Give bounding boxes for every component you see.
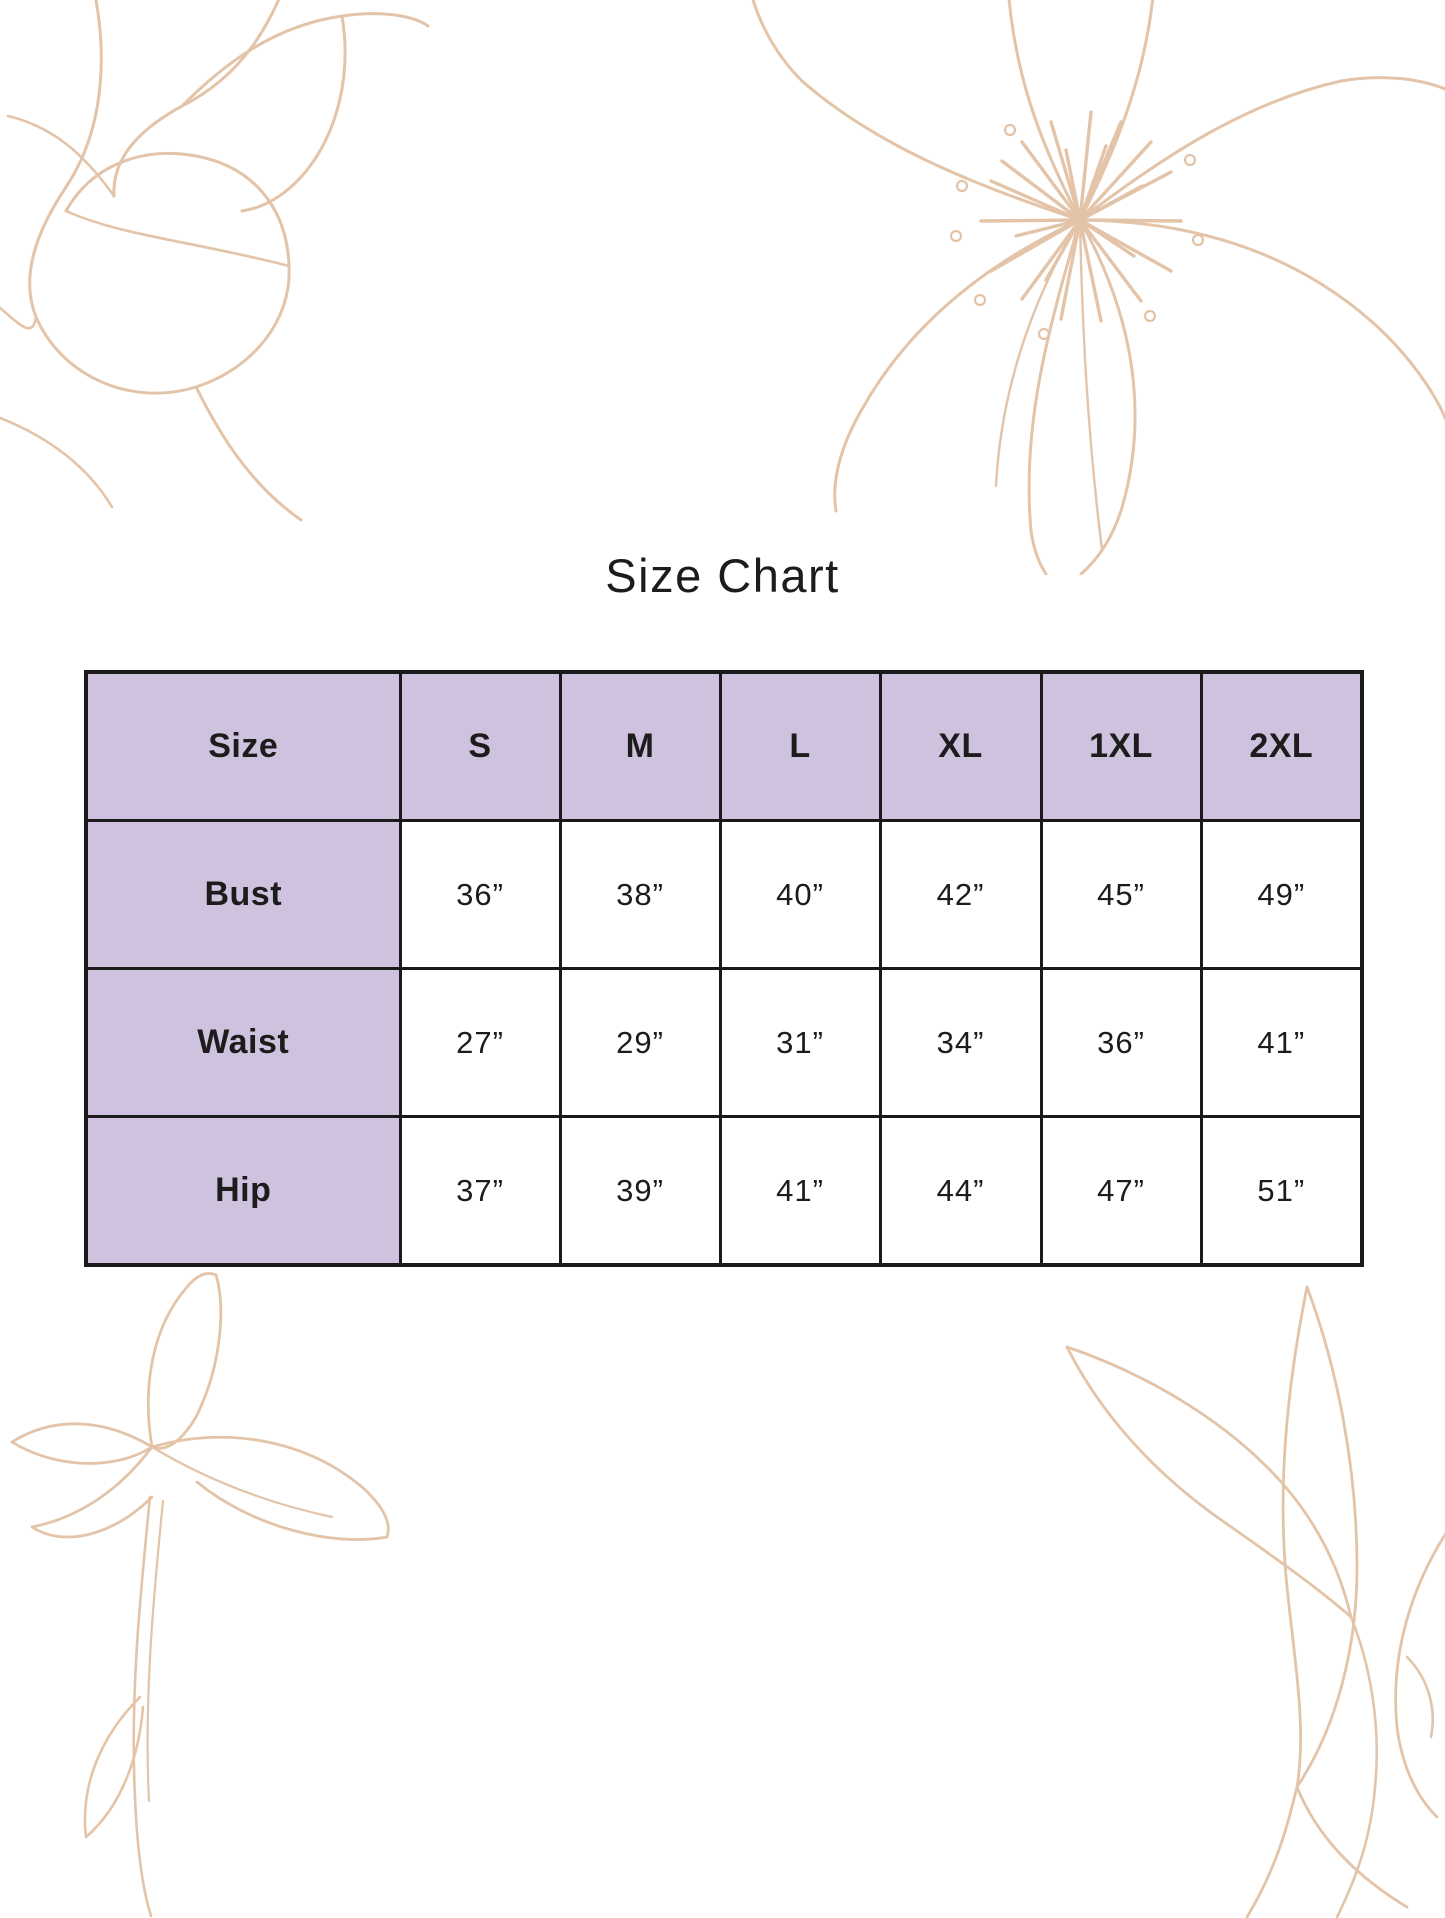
- header-cell-1xl: 1XL: [1039, 670, 1203, 822]
- waist-value-1xl: 36”: [1039, 967, 1203, 1118]
- hip-value-l: 41”: [718, 1115, 882, 1267]
- floral-sketch-top-right-icon: [751, 0, 1445, 575]
- bust-value-l: 40”: [718, 819, 882, 970]
- waist-value-s: 27”: [398, 967, 562, 1118]
- waist-value-xl: 34”: [878, 967, 1043, 1118]
- bust-value-1xl: 45”: [1039, 819, 1203, 970]
- bust-value-xl: 42”: [878, 819, 1043, 970]
- header-cell-xl: XL: [878, 670, 1043, 822]
- row-label-hip: Hip: [84, 1115, 402, 1267]
- floral-sketch-top-left-icon: [0, 0, 430, 522]
- table-row-waist: Waist 27” 29” 31” 34” 36” 41”: [84, 967, 1364, 1118]
- row-label-bust: Bust: [84, 819, 402, 970]
- hip-value-1xl: 47”: [1039, 1115, 1203, 1267]
- header-cell-m: M: [558, 670, 722, 822]
- page-title: Size Chart: [605, 549, 840, 602]
- row-label-waist: Waist: [84, 967, 402, 1118]
- bust-value-s: 36”: [398, 819, 562, 970]
- hip-value-xl: 44”: [878, 1115, 1043, 1267]
- table-row-bust: Bust 36” 38” 40” 42” 45” 49”: [84, 819, 1364, 970]
- header-cell-2xl: 2XL: [1199, 670, 1364, 822]
- hip-value-s: 37”: [398, 1115, 562, 1267]
- size-chart-table: Size S M L XL 1XL 2XL Bust 36” 38” 40” 4…: [84, 670, 1364, 1267]
- waist-value-m: 29”: [558, 967, 722, 1118]
- table-header-row: Size S M L XL 1XL 2XL: [84, 670, 1364, 822]
- header-cell-size: Size: [84, 670, 402, 822]
- header-cell-l: L: [718, 670, 882, 822]
- hip-value-2xl: 51”: [1199, 1115, 1364, 1267]
- waist-value-l: 31”: [718, 967, 882, 1118]
- floral-sketch-bottom-left-icon: [10, 1272, 390, 1918]
- header-cell-s: S: [398, 670, 562, 822]
- hip-value-m: 39”: [558, 1115, 722, 1267]
- bust-value-m: 38”: [558, 819, 722, 970]
- floral-sketch-bottom-right-icon: [1065, 1285, 1445, 1918]
- bust-value-2xl: 49”: [1199, 819, 1364, 970]
- waist-value-2xl: 41”: [1199, 967, 1364, 1118]
- table-row-hip: Hip 37” 39” 41” 44” 47” 51”: [84, 1115, 1364, 1267]
